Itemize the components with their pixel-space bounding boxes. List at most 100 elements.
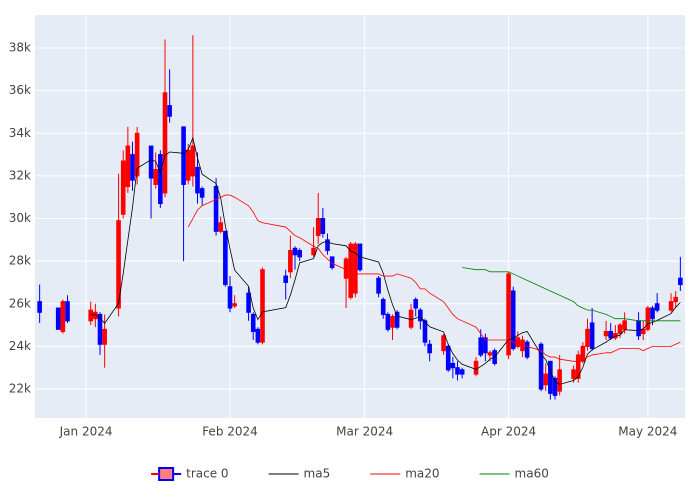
candle-body [37, 301, 42, 313]
candle-body [473, 360, 479, 375]
candle-body [636, 320, 641, 337]
candle-body [608, 330, 614, 339]
candle-body [55, 307, 61, 330]
candle-body [427, 343, 432, 354]
candle-body [589, 322, 595, 350]
candle-body [348, 243, 354, 298]
candle-body [408, 309, 414, 328]
legend-item[interactable]: ma5 [268, 467, 331, 481]
ma-line [90, 136, 681, 385]
candle-body [199, 188, 205, 198]
candle-body [483, 337, 488, 354]
x-tick-label: Jan 2024 [59, 425, 113, 439]
candle-body [190, 145, 196, 177]
candle-body [455, 367, 460, 375]
candle-body [673, 296, 679, 303]
candle-body [130, 154, 135, 181]
legend-label: ma20 [405, 467, 439, 481]
candle-body [134, 132, 140, 177]
candle-body [288, 249, 293, 273]
candle-body [102, 328, 107, 345]
candle-body [571, 369, 576, 379]
candle-body [506, 273, 511, 356]
candle-body [617, 324, 623, 335]
y-tick-label: 24k [9, 339, 31, 353]
candle-body [283, 275, 289, 283]
candle-body [158, 154, 163, 205]
candle-body [311, 247, 316, 256]
x-tick-label: May 2024 [618, 425, 677, 439]
candle-body [422, 320, 428, 343]
legend-swatch [158, 467, 175, 481]
legend-item[interactable]: trace 0 [151, 467, 229, 481]
candle-body [380, 299, 386, 315]
legend-label: ma60 [515, 467, 549, 481]
legend-item[interactable]: ma20 [370, 467, 440, 481]
candle-body [353, 243, 358, 294]
candle-body [329, 256, 335, 269]
candle-body [385, 313, 391, 330]
y-tick-label: 26k [9, 296, 31, 310]
candle-body [153, 169, 159, 185]
candle-body [515, 337, 521, 347]
legend-label: trace 0 [186, 467, 228, 481]
plot-area [35, 15, 685, 418]
y-tick-label: 36k [9, 83, 31, 97]
candle-body [65, 301, 70, 322]
x-tick-label: Feb 2024 [202, 425, 258, 439]
candle-body [343, 258, 349, 279]
candle-body [195, 166, 200, 194]
candle-body [185, 149, 191, 181]
candle-body [520, 339, 525, 352]
candle-body [654, 303, 660, 311]
legend-item[interactable]: ma60 [479, 467, 549, 481]
candle-body [548, 360, 553, 394]
candle-body [213, 186, 219, 232]
candle-body [325, 239, 330, 251]
candle-body [250, 313, 256, 332]
candle-body [459, 369, 465, 375]
candle-body [445, 345, 451, 371]
candle-body [524, 341, 530, 358]
candle-body [580, 345, 586, 362]
candle-body [246, 292, 251, 313]
x-tick-label: Apr 2024 [481, 425, 536, 439]
candle-body [390, 316, 395, 328]
candle-body [552, 377, 558, 396]
candle-body [650, 307, 655, 320]
candle-body [116, 220, 121, 309]
y-tick-label: 34k [9, 126, 31, 140]
candle-body [167, 105, 172, 117]
y-tick-label: 38k [9, 41, 31, 55]
candle-body [125, 145, 131, 188]
y-tick-label: 32k [9, 168, 31, 182]
candle-body [478, 337, 484, 356]
candle-body [223, 230, 228, 286]
candle-body [227, 286, 233, 309]
candle-body [413, 299, 419, 309]
candle-body [575, 354, 581, 379]
candle-body [148, 145, 154, 179]
candle-body [603, 330, 609, 337]
candle-body [557, 369, 562, 392]
candle-body [120, 160, 126, 215]
candle-body [93, 311, 98, 320]
candle-body [668, 301, 674, 311]
candle-body [218, 222, 224, 232]
candle-body [60, 301, 66, 332]
candle-body [320, 218, 326, 234]
y-tick-label: 30k [9, 211, 31, 225]
candle-body [181, 126, 186, 185]
candle-body [585, 328, 590, 347]
candle-body [394, 311, 400, 328]
x-tick-label: Mar 2024 [336, 425, 393, 439]
candle-body [538, 343, 544, 390]
candle-body [510, 290, 516, 350]
candle-body [543, 373, 549, 386]
candle-body [640, 328, 646, 335]
candle-body [297, 249, 302, 258]
ma-line [462, 267, 681, 322]
candle-body [450, 362, 456, 369]
candle-body [162, 92, 168, 194]
